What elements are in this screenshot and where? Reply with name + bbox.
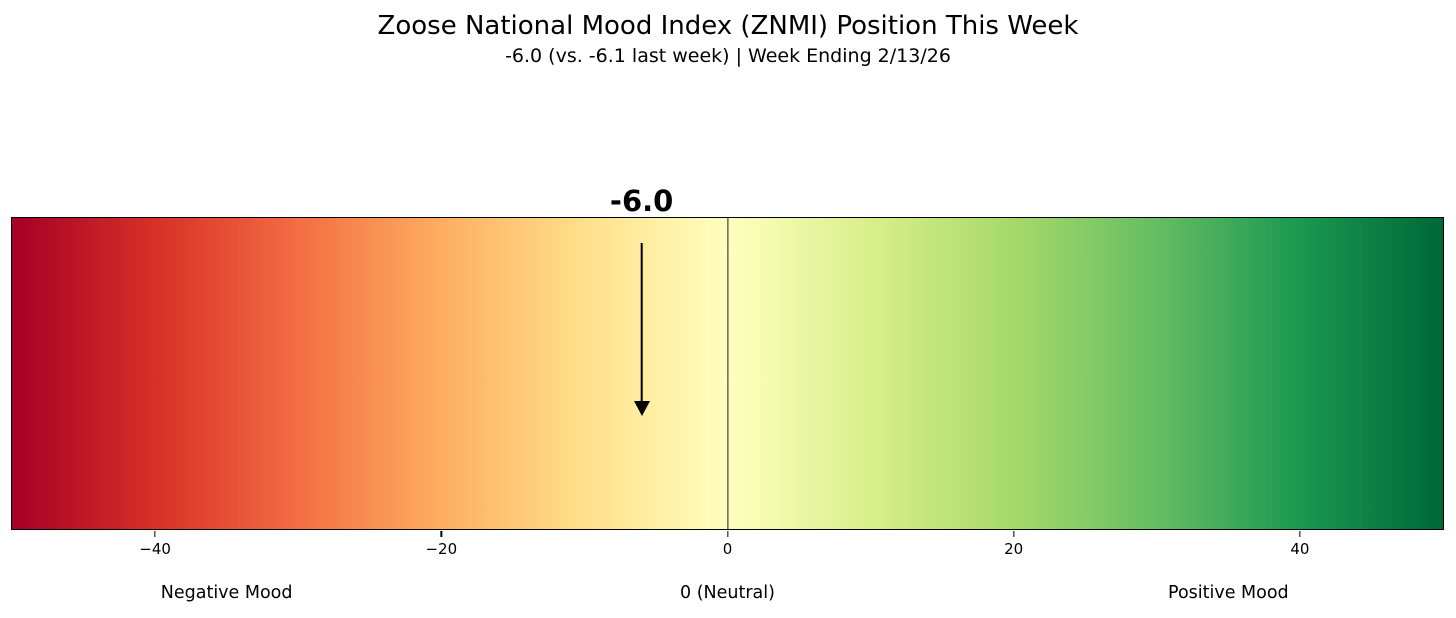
x-axis-tick (154, 531, 156, 537)
x-axis-tick-label: 0 (722, 540, 733, 558)
positive-mood-label: Positive Mood (1168, 583, 1289, 603)
neutral-label: 0 (Neutral) (680, 583, 775, 603)
gradient-colorbar: -6.0 −40 −20 0 20 40 Negative Mood 0 (Ne… (11, 187, 1444, 603)
negative-mood-label: Negative Mood (160, 583, 293, 603)
x-axis-tick (1013, 531, 1015, 537)
marker-arrow-head-icon (633, 401, 650, 416)
x-axis-tick-label: 40 (1290, 540, 1310, 558)
x-axis-tick (1299, 531, 1301, 537)
x-axis-tick-label: −20 (425, 540, 458, 558)
zero-reference-line (726, 218, 729, 529)
current-value-label: -6.0 (609, 184, 674, 218)
marker-arrow-shaft (640, 243, 643, 401)
x-axis-tick (440, 531, 442, 537)
chart-subtitle: -6.0 (vs. -6.1 last week) | Week Ending … (505, 45, 951, 67)
x-axis-tick (726, 531, 729, 537)
chart-title: Zoose National Mood Index (ZNMI) Positio… (377, 11, 1079, 41)
x-axis-tick-label: 20 (1004, 540, 1024, 558)
x-axis-tick-label: −40 (139, 540, 171, 558)
